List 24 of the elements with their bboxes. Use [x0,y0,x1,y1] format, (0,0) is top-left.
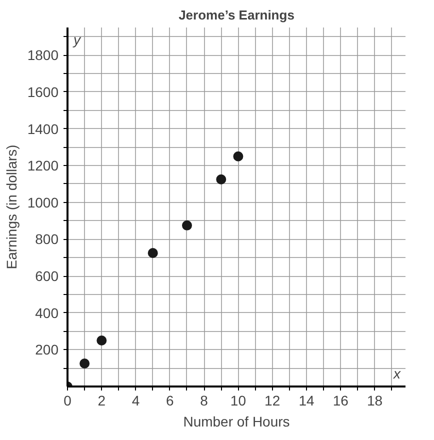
y-tick-label: 1600 [27,84,59,100]
y-tick-label: 400 [35,304,59,321]
y-tick-label: 1800 [27,47,59,64]
x-tick-label: 14 [298,392,314,408]
chart-title: Jerome’s Earnings [178,8,294,22]
y-tick-label: 800 [35,231,59,248]
annotation: y [72,32,82,48]
y-tick-label: 1400 [27,120,59,137]
y-tick-label: 200 [35,342,59,358]
x-tick-label: 4 [132,392,140,408]
y-tick-label: 1200 [27,158,59,174]
x-tick-label: 10 [230,392,246,408]
x-axis-title: Number of Hours [183,414,290,430]
y-tick-label: 600 [35,268,59,284]
x-tick-label: 6 [166,392,174,408]
x-tick-label: 12 [264,392,280,408]
x-tick-label: 2 [98,392,106,408]
x-tick-label: 16 [332,392,349,408]
x-tick-label: 0 [64,392,72,408]
y-tick-label: 1000 [27,194,59,210]
annotation: x [392,366,402,382]
y-axis-title: Earnings (in dollars) [3,144,20,270]
x-tick-label: 18 [366,392,383,408]
x-tick-label: 8 [200,392,208,408]
